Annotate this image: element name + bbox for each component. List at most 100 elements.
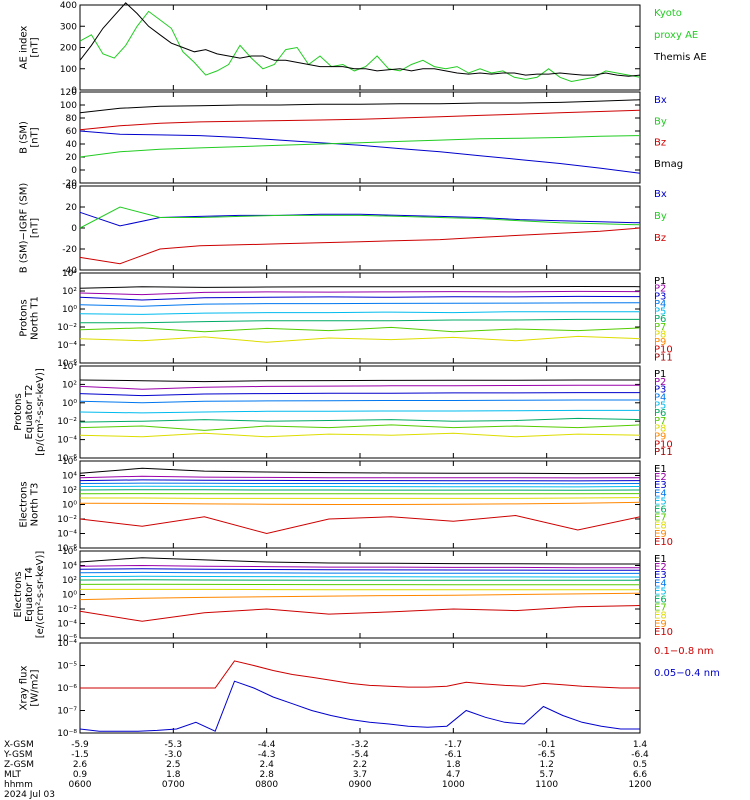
axis-value: 1.2	[540, 760, 554, 770]
y-axis-label-line: [nT]	[30, 37, 41, 57]
legend-entry: E9	[654, 529, 667, 540]
legend-entry: E4	[654, 488, 667, 499]
series-line	[79, 409, 640, 414]
axis-value: -3.2	[351, 740, 369, 750]
y-tick-label: 10⁻⁴	[57, 530, 77, 540]
series-line	[79, 384, 640, 390]
legend-entry: E7	[654, 513, 667, 524]
y-tick-label: 10⁻⁷	[57, 707, 77, 717]
y-tick-label: 10⁻²	[57, 515, 77, 525]
y-tick-label: 10⁶	[62, 457, 77, 467]
y-axis-label-line: Protons	[19, 299, 30, 336]
series-line	[79, 424, 641, 431]
axis-value: 1.8	[166, 770, 181, 780]
y-tick-label: 10⁶	[62, 547, 77, 557]
y-axis-label-line: Equator T2	[24, 385, 35, 440]
y-tick-label: 80	[66, 114, 78, 124]
y-axis-label-line: Xray flux	[19, 666, 30, 711]
legend-entry: E5	[654, 586, 667, 597]
y-tick-label: 10⁰	[62, 399, 77, 409]
legend-entry: P10	[654, 345, 673, 356]
y-axis-label-line: Equator T4	[24, 567, 35, 622]
legend-entry: P2	[654, 284, 666, 295]
date-label: 2024 Jul 03	[4, 790, 55, 800]
y-tick-label: 40	[66, 182, 78, 192]
legend-entry: By	[654, 116, 667, 127]
y-axis-label: ProtonsNorth T1	[19, 296, 41, 340]
y-tick-label: 10⁻⁶	[57, 359, 77, 369]
series-line	[79, 392, 640, 397]
series-line	[79, 379, 640, 383]
panel-3: -40 -20 0 20 40 B (SM)−IGRF (SM)[nT] Bx By Bz	[19, 182, 667, 276]
series-line	[79, 479, 641, 482]
series-line	[80, 318, 640, 324]
legend-entry: 0.1−0.8 nm	[654, 646, 713, 657]
y-tick-label: 120	[60, 88, 77, 98]
axis-value: 2.8	[260, 770, 275, 780]
y-tick-label: 10⁴	[62, 562, 77, 572]
y-tick-label: 10⁻⁴	[57, 639, 77, 649]
axis-value: -3.0	[165, 750, 183, 760]
legend-entry: P7	[654, 322, 666, 333]
axis-value: 2.6	[73, 760, 88, 770]
y-axis-label: ElectronsEquator T4[e/(cm²-s-sr-keV)]	[13, 551, 46, 639]
series-line	[79, 564, 640, 569]
y-tick-label: 10⁻⁶	[57, 454, 77, 464]
series-line	[79, 99, 641, 114]
y-tick-label: -40	[62, 266, 77, 276]
y-tick-label: 10⁰	[62, 305, 77, 315]
legend-entry: P6	[654, 314, 666, 325]
series-line	[79, 514, 641, 535]
axis-value: -5.3	[165, 740, 183, 750]
series-line	[80, 660, 640, 689]
legend-entry: P6	[654, 408, 666, 419]
legend-entry: E2	[654, 562, 667, 573]
legend-entry: E3	[654, 570, 667, 581]
panel-frame	[79, 4, 641, 91]
legend-entry: P10	[654, 439, 673, 450]
y-tick-label: 10⁻⁴	[57, 436, 77, 446]
y-axis-label-line: AE index	[19, 26, 30, 70]
y-axis-label-line: [W/m2]	[30, 669, 41, 706]
y-axis-label-line: North T3	[30, 483, 41, 527]
legend-entry: Bmag	[654, 159, 683, 170]
series-line	[79, 206, 641, 229]
legend-entry: P11	[654, 352, 673, 363]
axis-value: 2.2	[353, 760, 367, 770]
axis-value: -1.5	[71, 750, 89, 760]
series-line	[79, 475, 641, 479]
y-tick-label: 10⁻⁴	[57, 341, 77, 351]
series-line	[79, 130, 641, 174]
y-axis-label-line: North T1	[30, 296, 41, 340]
panel-5: 10⁻⁶ 10⁻⁴ 10⁻² 10⁰ 10² 10⁴ ProtonsEquator T2[p…	[13, 362, 673, 464]
series-line	[79, 557, 640, 565]
series-line	[79, 227, 641, 265]
panel-8: 10⁻⁸ 10⁻⁷ 10⁻⁶ 10⁻⁵ 10⁻⁴ Xray flux[W/m2] 0.1−0…	[19, 639, 720, 739]
y-tick-label: 300	[60, 22, 77, 32]
y-axis-label-line: B (SM)	[19, 121, 30, 154]
y-tick-label: 0	[71, 224, 77, 234]
series-line	[79, 501, 641, 505]
series-line	[79, 335, 641, 343]
y-axis-label-line: Protons	[13, 393, 24, 430]
legend-entry: P3	[654, 291, 666, 302]
series-line	[79, 579, 640, 581]
panel-7: 10⁻⁶ 10⁻⁴ 10⁻² 10⁰ 10² 10⁴ 10⁶ ElectronsEquator…	[13, 547, 673, 644]
legend-entry: E4	[654, 578, 667, 589]
axis-row-label: Y-GSM	[3, 750, 32, 760]
y-tick-label: 20	[66, 203, 78, 213]
y-tick-label: 10⁻²	[57, 323, 77, 333]
series-line	[79, 467, 641, 475]
series-line	[79, 399, 640, 404]
legend-entry: E10	[654, 537, 673, 548]
legend-entry: E6	[654, 505, 667, 516]
series-line	[79, 2, 641, 77]
series-line	[79, 485, 641, 488]
legend-entry: E1	[654, 554, 667, 565]
y-tick-label: 40	[66, 140, 78, 150]
axis-value: -5.4	[351, 750, 369, 760]
y-tick-label: 10⁻⁴	[57, 620, 77, 630]
y-axis-label-line: [nT]	[30, 218, 41, 238]
axis-value: 2.4	[260, 760, 275, 770]
y-tick-label: 10²	[62, 486, 77, 496]
